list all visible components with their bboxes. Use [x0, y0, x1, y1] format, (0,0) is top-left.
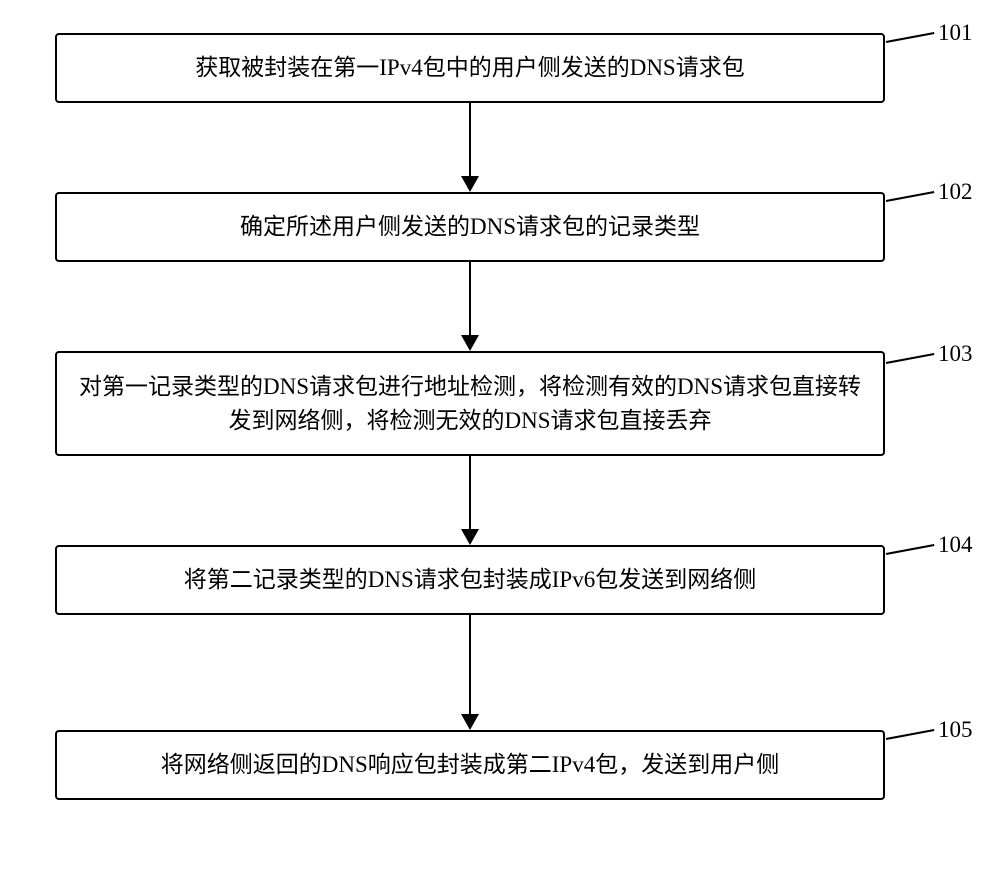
- flowchart-step-104: 将第二记录类型的DNS请求包封装成IPv6包发送到网络侧: [55, 545, 885, 615]
- step-label-102: 102: [938, 179, 973, 205]
- arrow-line: [469, 456, 471, 529]
- lead-line: [886, 32, 934, 43]
- step-text: 确定所述用户侧发送的DNS请求包的记录类型: [240, 210, 700, 243]
- arrow-head-icon: [461, 335, 479, 351]
- arrow-head-icon: [461, 714, 479, 730]
- lead-line: [886, 729, 934, 740]
- step-label-105: 105: [938, 717, 973, 743]
- lead-line: [886, 191, 934, 202]
- flowchart-step-105: 将网络侧返回的DNS响应包封装成第二IPv4包，发送到用户侧: [55, 730, 885, 800]
- step-label-103: 103: [938, 341, 973, 367]
- step-text: 将第二记录类型的DNS请求包封装成IPv6包发送到网络侧: [184, 563, 756, 596]
- arrow-line: [469, 615, 471, 714]
- flowchart-step-101: 获取被封装在第一IPv4包中的用户侧发送的DNS请求包: [55, 33, 885, 103]
- step-label-101: 101: [938, 20, 973, 46]
- arrow-head-icon: [461, 529, 479, 545]
- step-text: 对第一记录类型的DNS请求包进行地址检测，将检测有效的DNS请求包直接转发到网络…: [73, 370, 867, 437]
- step-text: 将网络侧返回的DNS响应包封装成第二IPv4包，发送到用户侧: [161, 748, 779, 781]
- step-text: 获取被封装在第一IPv4包中的用户侧发送的DNS请求包: [195, 51, 744, 84]
- lead-line: [886, 353, 934, 364]
- step-label-104: 104: [938, 532, 973, 558]
- lead-line: [886, 544, 934, 555]
- arrow-line: [469, 262, 471, 335]
- flowchart-canvas: 获取被封装在第一IPv4包中的用户侧发送的DNS请求包 101 确定所述用户侧发送的…: [0, 0, 1000, 871]
- flowchart-step-102: 确定所述用户侧发送的DNS请求包的记录类型: [55, 192, 885, 262]
- arrow-line: [469, 103, 471, 176]
- flowchart-step-103: 对第一记录类型的DNS请求包进行地址检测，将检测有效的DNS请求包直接转发到网络…: [55, 351, 885, 456]
- arrow-head-icon: [461, 176, 479, 192]
